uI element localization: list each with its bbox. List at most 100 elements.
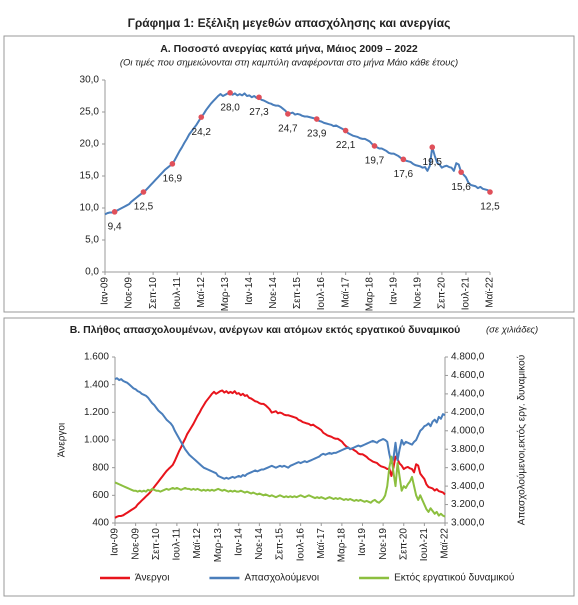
data-line (104, 91, 491, 216)
data-label: 16,9 (163, 173, 183, 184)
panel-note: (Οι τιμές που σημειώνονται στη καμπύλη α… (120, 58, 458, 69)
data-point (140, 189, 147, 195)
data-label: 19,7 (365, 156, 385, 167)
panel-frame (3, 35, 575, 313)
x-tick-label: Ιαν-14 (233, 528, 244, 556)
y-tick-label: 25,0 (80, 107, 100, 118)
data-point (429, 144, 436, 150)
y-tick-label: 800 (92, 462, 109, 473)
x-tick-label: Μαρ-13 (213, 528, 224, 563)
y2-tick-label: 3.200,0 (451, 499, 485, 510)
data-label: 24,2 (192, 127, 212, 138)
data-point (285, 111, 291, 117)
x-tick-label: Ιαν-09 (110, 528, 121, 556)
x-tick-label: Ιουλ-11 (172, 528, 183, 561)
y-tick-label: 400 (92, 518, 109, 529)
data-point (198, 114, 205, 120)
y-tick-label: 0,0 (85, 267, 99, 278)
x-tick-label: Ιαν-09 (100, 277, 111, 305)
data-point (227, 90, 233, 96)
x-tick-label: Σεπ-20 (398, 528, 409, 560)
x-tick-label: Ιαν-14 (244, 277, 255, 305)
x-tick-label: Μαϊ-17 (340, 277, 351, 308)
y2-tick-label: 4.600,0 (451, 370, 485, 381)
x-tick-label: Ιουλ-16 (316, 277, 327, 311)
y-tick-label: 1.600 (84, 352, 109, 363)
y-axis-title: Άνεργοι (57, 423, 68, 457)
legend-label: Εκτός εργατικού δυναμικού (394, 572, 514, 584)
data-point (313, 116, 320, 122)
data-label: 12,5 (134, 202, 154, 213)
x-tick-label: Μαϊ-12 (196, 277, 207, 308)
data-line (114, 455, 446, 518)
y-tick-label: 1.200 (84, 407, 109, 418)
page-title: Γράφημα 1: Εξέλιξη μεγεθών απασχόλησης κ… (128, 16, 451, 30)
data-label: 9,4 (108, 221, 122, 232)
data-label: 24,7 (278, 124, 298, 135)
data-point (458, 169, 464, 175)
data-label: 12,5 (480, 202, 500, 213)
data-point (256, 94, 262, 101)
y2-tick-label: 4.400,0 (451, 389, 485, 400)
data-point (111, 209, 118, 215)
y-tick-label: 1.000 (84, 435, 109, 446)
data-line (114, 389, 446, 519)
data-label: 23,9 (307, 129, 327, 140)
y2-tick-label: 3.000,0 (451, 518, 485, 529)
data-label: 27,3 (249, 107, 269, 118)
x-tick-label: Ιαν-19 (388, 277, 399, 305)
x-tick-label: Μαρ-18 (337, 528, 348, 563)
legend-label: Άνεργοι (135, 573, 169, 584)
y2-tick-label: 4.800,0 (451, 352, 485, 363)
data-point (487, 189, 493, 195)
y-tick-label: 600 (92, 490, 109, 501)
x-tick-label: Νοε-14 (268, 277, 279, 309)
x-tick-label: Σεπ-15 (275, 528, 286, 560)
data-line (114, 377, 446, 480)
x-tick-label: Μαϊ-22 (440, 528, 451, 559)
x-tick-label: Νοε-14 (254, 528, 265, 560)
data-label: 22,1 (336, 140, 356, 151)
data-label: 15,6 (451, 182, 471, 193)
y2-tick-label: 3.800,0 (451, 444, 485, 455)
y-tick-label: 20,0 (80, 139, 100, 150)
y2-tick-label: 4.200,0 (451, 407, 485, 418)
x-tick-label: Μαϊ-12 (192, 528, 203, 559)
panel-title: Α. Ποσοστό ανεργίας κατά μήνα, Μάιος 200… (160, 43, 418, 55)
x-tick-label: Νοε-19 (378, 528, 389, 560)
y-tick-label: 15,0 (80, 171, 100, 182)
y-tick-label: 10,0 (80, 203, 100, 214)
y-tick-label: 30,0 (80, 75, 100, 86)
x-tick-label: Σεπ-15 (292, 277, 303, 309)
data-point (342, 127, 349, 134)
x-tick-label: Ιουλ-21 (419, 528, 430, 562)
x-tick-label: Νοε-09 (124, 277, 135, 309)
x-tick-label: Ιαν-19 (357, 528, 368, 556)
data-point (371, 143, 378, 149)
panel-note: (σε χιλιάδες) (486, 325, 538, 336)
y2-tick-label: 3.400,0 (451, 481, 485, 492)
x-tick-label: Μαϊ-17 (316, 528, 327, 559)
y2-tick-label: 4.000,0 (451, 425, 485, 436)
data-label: 19,5 (423, 157, 443, 168)
data-point (169, 161, 176, 167)
panel-frame (3, 317, 575, 597)
x-tick-label: Νοε-09 (130, 528, 141, 560)
x-tick-label: Σεπ-10 (148, 277, 159, 309)
data-label: 28,0 (220, 102, 240, 113)
x-tick-label: Σεπ-20 (437, 277, 448, 309)
y2-axis-title: Απασχολούμενοι,εκτός εργ. δυναμικού (516, 355, 528, 525)
x-tick-label: Μαρ-13 (220, 277, 231, 312)
x-tick-label: Σεπ-10 (151, 528, 162, 560)
y-tick-label: 1.400 (84, 379, 109, 390)
x-tick-label: Ιουλ-21 (461, 277, 472, 311)
x-tick-label: Μαϊ-22 (485, 277, 496, 308)
legend-label: Απασχολούμενοι (244, 572, 319, 584)
x-tick-label: Νοε-19 (412, 277, 423, 309)
y-tick-label: 5,0 (85, 235, 99, 246)
data-point (400, 156, 407, 163)
x-tick-label: Μαρ-18 (364, 277, 375, 312)
data-label: 17,6 (394, 169, 414, 180)
